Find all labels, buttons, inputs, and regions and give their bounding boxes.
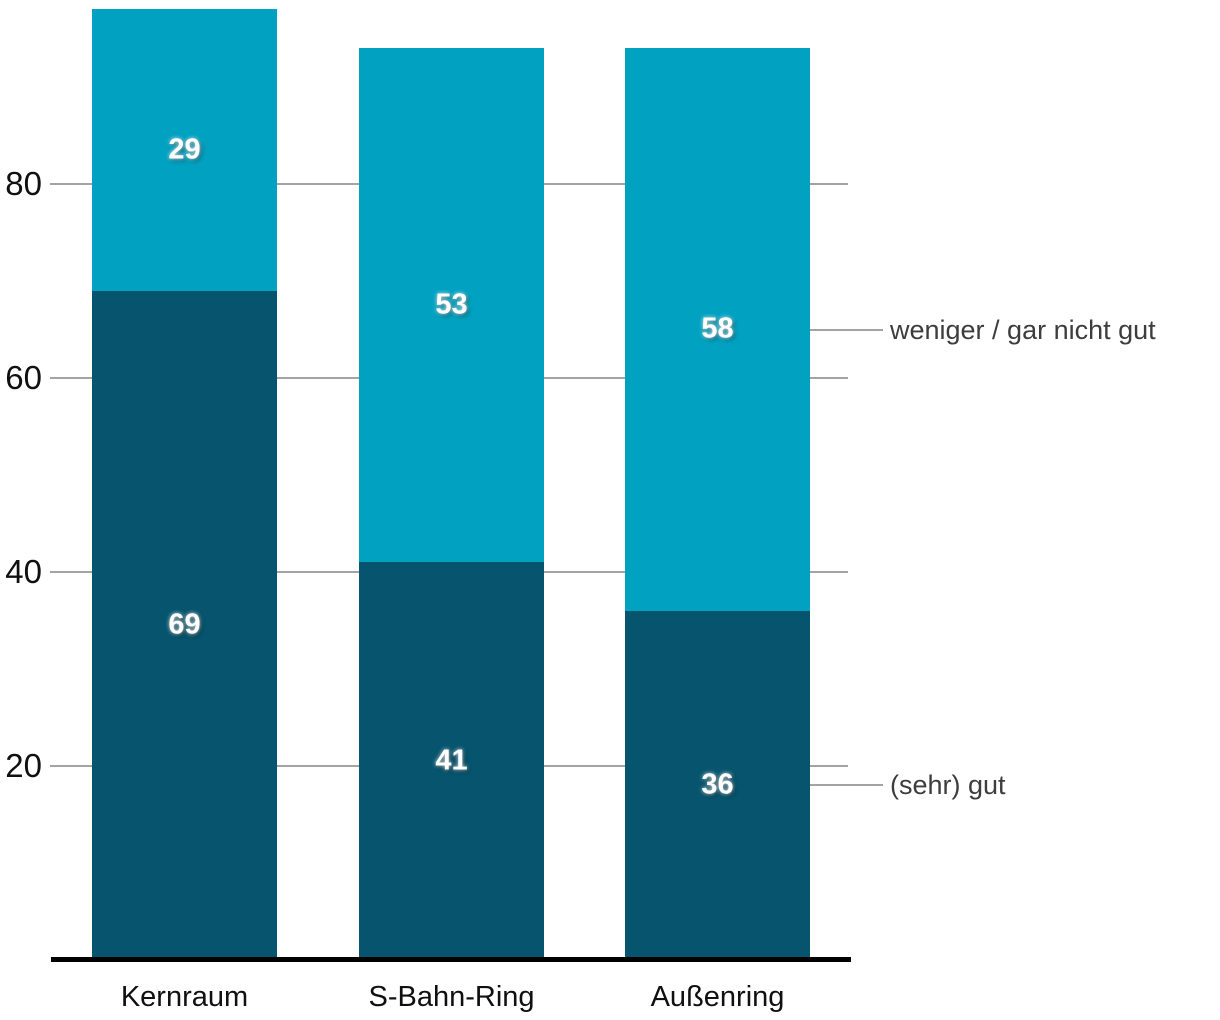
bar-value-label: 69 <box>168 608 201 641</box>
bar-value-label: 29 <box>168 133 201 166</box>
bar-value-label: 53 <box>435 288 468 321</box>
x-axis-category-label: Außenring <box>650 981 785 1013</box>
bar-segment: 41 <box>359 562 544 960</box>
legend-leader-line <box>810 328 883 331</box>
bar-segment: 53 <box>359 48 544 563</box>
y-axis-tick-label: 40 <box>5 552 42 590</box>
x-axis-line <box>51 957 851 962</box>
y-axis-tick-label: 60 <box>5 358 42 396</box>
legend-leader-line <box>810 784 883 787</box>
y-axis-tick-label: 20 <box>5 746 42 784</box>
bar-value-label: 41 <box>435 744 468 777</box>
legend-label: (sehr) gut <box>890 770 1006 801</box>
x-axis-category-label: S-Bahn-Ring <box>368 981 535 1013</box>
legend-label: weniger / gar nicht gut <box>890 314 1156 345</box>
x-axis-category-label: Kernraum <box>120 981 249 1013</box>
bar-value-label: 58 <box>701 312 734 345</box>
y-axis-tick-label: 80 <box>5 164 42 202</box>
bar-segment: 36 <box>625 610 810 960</box>
bar-segment: 69 <box>92 290 277 960</box>
bar-value-label: 36 <box>701 768 734 801</box>
bar-segment: 29 <box>92 9 277 291</box>
bar-segment: 58 <box>625 48 810 611</box>
